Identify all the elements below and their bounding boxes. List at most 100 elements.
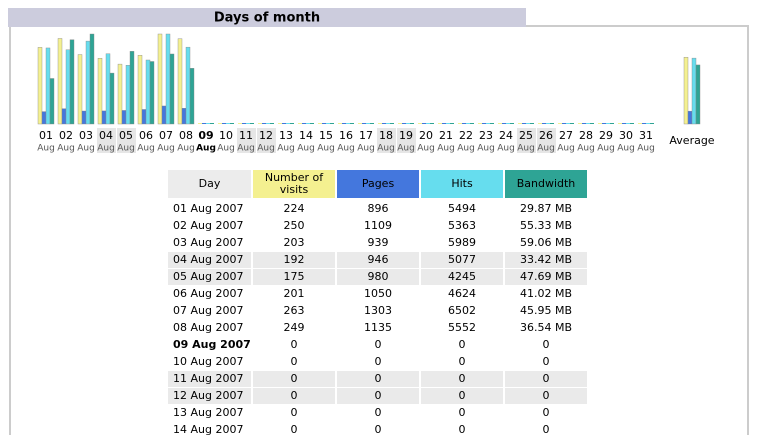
header-cell <box>505 170 587 198</box>
bar <box>97 58 103 125</box>
x-tick-sublabel: Aug <box>317 144 335 154</box>
value-cell: 5494 <box>448 202 476 215</box>
bar <box>626 123 630 124</box>
x-tick-label: 22 <box>459 129 473 142</box>
x-tick-label: 07 <box>159 129 173 142</box>
bar <box>129 51 135 125</box>
bar <box>462 123 466 124</box>
x-tick-sublabel: Aug <box>397 144 415 154</box>
x-tick-sublabel: Aug <box>377 144 395 154</box>
value-cell: 0 <box>375 338 382 351</box>
row-highlight <box>421 252 503 268</box>
value-cell: 0 <box>291 423 298 435</box>
bar <box>683 56 689 125</box>
day-cell: 03 Aug 2007 <box>173 236 243 249</box>
x-tick-label: 23 <box>479 129 493 142</box>
bar <box>602 123 606 124</box>
bar <box>458 123 462 124</box>
x-tick-sublabel: Aug <box>497 144 515 154</box>
x-tick-sublabel: Aug <box>97 144 115 154</box>
bar <box>85 40 91 125</box>
x-tick-sublabel: Aug <box>337 144 355 154</box>
bar <box>69 39 75 125</box>
x-tick-label: 26 <box>539 129 553 142</box>
bar <box>358 123 362 124</box>
x-tick-label: 11 <box>239 129 253 142</box>
bar <box>482 123 486 124</box>
value-cell: 1050 <box>364 287 392 300</box>
value-cell: 1109 <box>364 219 392 232</box>
bar <box>218 123 222 124</box>
x-tick-sublabel: Aug <box>277 144 295 154</box>
bar <box>37 47 43 125</box>
x-tick-label: 05 <box>119 129 133 142</box>
day-cell: 01 Aug 2007 <box>173 202 243 215</box>
row-highlight <box>505 388 587 404</box>
bar <box>306 123 310 124</box>
value-cell: 201 <box>284 287 305 300</box>
bar <box>77 54 83 125</box>
x-tick-sublabel: Aug <box>577 144 595 154</box>
x-tick-sublabel: Aug <box>477 144 495 154</box>
day-cell: 09 Aug 2007 <box>173 338 251 351</box>
row-highlight <box>253 371 335 387</box>
day-cell: 07 Aug 2007 <box>173 304 243 317</box>
bar <box>322 123 326 124</box>
header-cell <box>168 170 251 198</box>
bar <box>246 123 250 124</box>
bar <box>550 123 554 124</box>
bar <box>562 123 566 124</box>
bar <box>338 123 342 124</box>
day-cell: 10 Aug 2007 <box>173 355 243 368</box>
bar <box>330 123 334 124</box>
x-tick-sublabel: Aug <box>637 144 655 154</box>
x-tick-label: 17 <box>359 129 373 142</box>
day-cell: 14 Aug 2007 <box>173 423 243 435</box>
row-highlight <box>168 371 251 387</box>
x-tick-label: 06 <box>139 129 153 142</box>
value-cell: 5363 <box>448 219 476 232</box>
weekend-highlight <box>97 128 116 153</box>
bar <box>526 123 530 124</box>
bar <box>326 123 330 124</box>
bar <box>370 123 374 124</box>
bar <box>346 123 350 124</box>
bar <box>81 110 87 125</box>
row-highlight <box>337 388 419 404</box>
bar <box>578 123 582 124</box>
bar <box>378 123 382 124</box>
value-cell: 0 <box>543 389 550 402</box>
value-cell: 203 <box>284 236 305 249</box>
value-cell: 29.87 MB <box>520 202 572 215</box>
x-tick-sublabel: Aug <box>557 144 575 154</box>
value-cell: 224 <box>284 202 305 215</box>
value-cell: 0 <box>291 355 298 368</box>
value-cell: 0 <box>543 423 550 435</box>
bar <box>45 47 51 125</box>
bar <box>189 68 195 125</box>
bar <box>362 123 366 124</box>
bar <box>65 49 71 125</box>
bar <box>586 123 590 124</box>
value-cell: 896 <box>368 202 389 215</box>
row-highlight <box>168 269 251 285</box>
bar <box>121 110 127 125</box>
day-cell: 08 Aug 2007 <box>173 321 243 334</box>
bar <box>470 123 474 124</box>
x-tick-sublabel: Aug <box>617 144 635 154</box>
x-tick-sublabel: Aug <box>537 144 555 154</box>
bar <box>450 123 454 124</box>
value-cell: 0 <box>291 406 298 419</box>
bar <box>622 123 626 124</box>
bar <box>117 63 123 125</box>
x-tick-label: 12 <box>259 129 273 142</box>
row-highlight <box>253 269 335 285</box>
bar <box>350 123 354 124</box>
value-cell: 0 <box>375 406 382 419</box>
x-tick-sublabel: Aug <box>77 144 95 154</box>
bar <box>185 46 191 125</box>
bar <box>478 123 482 124</box>
bar <box>642 123 646 124</box>
